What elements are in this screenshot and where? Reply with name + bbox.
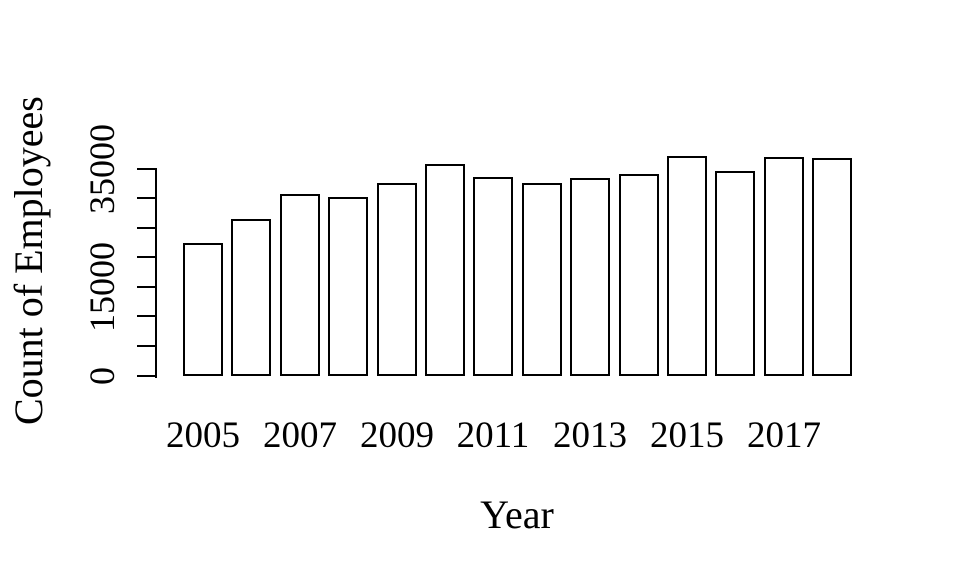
bar-2006 [231,219,271,376]
y-tick-mark-10000 [137,315,155,318]
x-tick-label-2013: 2013 [553,415,627,456]
bar-2012 [522,183,562,376]
bar-2016 [715,171,755,376]
x-tick-label-2005: 2005 [166,415,240,456]
y-tick-mark-30000 [137,197,155,200]
x-tick-label-2007: 2007 [263,415,337,456]
bar-2005 [183,243,223,376]
y-tick-label-35000: 35000 [82,123,122,214]
bar-2011 [473,177,513,376]
bar-2007 [280,194,320,376]
bar-2014 [619,174,659,376]
y-tick-mark-0 [137,374,155,377]
bar-2009 [377,183,417,376]
y-tick-mark-15000 [137,285,155,288]
bar-2008 [328,197,368,376]
x-axis-title: Year [480,492,554,537]
bar-2013 [570,178,610,376]
y-axis-line [155,168,157,378]
x-tick-label-2017: 2017 [747,415,821,456]
x-tick-label-2009: 2009 [360,415,434,456]
y-axis-title: Count of Employees [6,96,51,425]
x-tick-label-2011: 2011 [456,415,530,456]
x-tick-label-2015: 2015 [650,415,724,456]
y-tick-mark-25000 [137,226,155,229]
y-tick-mark-20000 [137,256,155,259]
bar-2017 [764,157,804,376]
bar-2018 [812,158,852,376]
y-tick-mark-35000 [137,167,155,170]
bar-2015 [667,156,707,376]
bar-2010 [425,164,465,376]
y-tick-mark-5000 [137,344,155,347]
